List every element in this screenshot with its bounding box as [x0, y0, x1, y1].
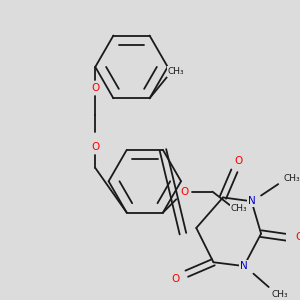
Text: O: O — [91, 83, 99, 93]
Text: N: N — [248, 196, 255, 206]
Text: O: O — [234, 156, 242, 166]
Text: CH₃: CH₃ — [168, 67, 184, 76]
Text: CH₃: CH₃ — [283, 174, 300, 183]
Text: CH₃: CH₃ — [231, 204, 248, 213]
Text: O: O — [171, 274, 179, 284]
Text: N: N — [240, 261, 248, 271]
Text: O: O — [181, 187, 189, 197]
Text: O: O — [295, 232, 300, 242]
Text: O: O — [91, 142, 99, 152]
Text: CH₃: CH₃ — [272, 290, 288, 299]
